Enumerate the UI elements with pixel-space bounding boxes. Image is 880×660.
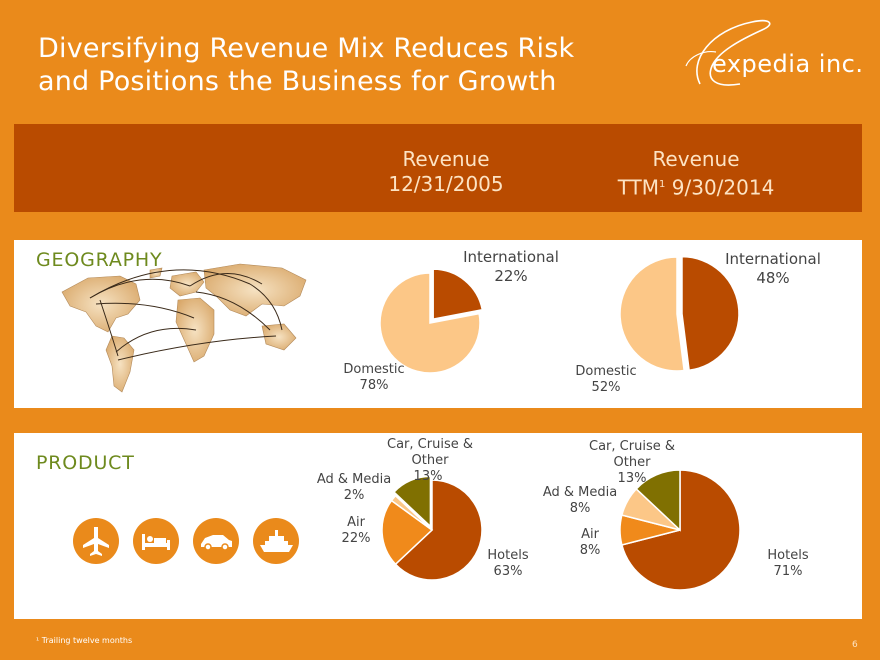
prod2005-air-label: Air 22% (326, 515, 386, 547)
prod2014-air-label: Air 8% (560, 527, 620, 559)
column-header-2005-line2: 12/31/2005 (388, 172, 504, 196)
prod2014-hotels-slice (620, 469, 741, 591)
prod2005-air-pct: 22% (341, 531, 371, 546)
column-header-2005-line1: Revenue (402, 147, 490, 171)
car-glyph (201, 535, 232, 551)
prod2005-car-pct: 13% (413, 469, 443, 484)
title-line-1: Diversifying Revenue Mix Reduces Risk (38, 33, 575, 64)
product-label: PRODUCT (36, 452, 135, 474)
geo2014-domestic-pct: 52% (591, 380, 621, 395)
geo2005-international-name: International (463, 248, 559, 266)
prod2014-car-name-2: Other (613, 455, 651, 470)
geo2014-domestic-label: Domestic 52% (558, 364, 654, 396)
footnote: ¹ Trailing twelve months (36, 636, 133, 645)
cruise-ship-glyph (260, 530, 293, 552)
prod2005-ad-media-slice (390, 494, 433, 531)
prod2014-air-name: Air (581, 527, 599, 542)
prod2014-car-pct: 13% (617, 471, 647, 486)
prod2005-air-name: Air (347, 515, 365, 530)
prod2005-hotels-pct: 63% (493, 564, 523, 579)
prod2005-air-slice (381, 499, 434, 566)
column-header-2014: Revenue TTM1 9/30/2014 (586, 147, 806, 201)
prod2014-car-label: Car, Cruise & Other 13% (576, 439, 688, 487)
prod2014-admedia-pct: 8% (569, 501, 591, 516)
geo2005-domestic-pct: 78% (359, 378, 389, 393)
prod2005-car-name-1: Car, Cruise & (387, 437, 473, 452)
prod2005-hotels-name: Hotels (487, 548, 529, 563)
airplane-icon (73, 518, 119, 564)
geo2014-international-name: International (725, 250, 821, 268)
airplane-glyph (83, 527, 109, 556)
geo2014-international-pct: 48% (756, 269, 790, 287)
column-header-2014-line2: TTM1 9/30/2014 (586, 172, 806, 201)
prod2005-car-label: Car, Cruise & Other 13% (374, 437, 486, 485)
geo2014-domestic-slice (619, 256, 685, 372)
prod2005-admedia-name: Ad & Media (316, 472, 392, 487)
geo2005-domestic-name: Domestic (343, 362, 405, 377)
geo2005-international-pct: 22% (494, 267, 528, 285)
geo2005-international-label: International 22% (446, 248, 576, 286)
geo2005-international-slice (432, 268, 484, 321)
prod2014-hotels-pct: 71% (773, 564, 803, 579)
prod2005-hotels-label: Hotels 63% (478, 548, 538, 580)
prod2005-admedia-pct: 2% (343, 488, 365, 503)
slide-title: Diversifying Revenue Mix Reduces Risk an… (38, 32, 574, 98)
geo2014-international-label: International 48% (708, 250, 838, 288)
title-line-2: and Positions the Business for Growth (38, 66, 557, 97)
logo-text: expedia inc. (712, 50, 864, 78)
ttm-date: 9/30/2014 (665, 175, 775, 200)
cruise-ship-icon (253, 518, 299, 564)
bed-icon (133, 518, 179, 564)
ttm-superscript: 1 (659, 179, 666, 190)
prod2014-air-pct: 8% (579, 543, 601, 558)
prod2014-hotels-name: Hotels (767, 548, 809, 563)
ttm-prefix: TTM (617, 175, 660, 200)
geo2014-domestic-name: Domestic (575, 364, 637, 379)
prod2005-admedia-label: Ad & Media 2% (304, 472, 404, 504)
prod2005-car-name-2: Other (411, 453, 449, 468)
car-icon (193, 518, 239, 564)
geography-label: GEOGRAPHY (36, 249, 163, 271)
prod2005-car-cruise-other-slice (392, 475, 432, 529)
geo2014-international-slice (681, 255, 740, 372)
column-header-2005: Revenue 12/31/2005 (346, 147, 546, 197)
prod2014-admedia-name: Ad & Media (542, 485, 618, 500)
prod2014-car-cruise-other-slice (635, 469, 681, 532)
bed-glyph (142, 534, 170, 550)
page-number: 6 (852, 640, 858, 650)
prod2005-hotels-slice (394, 479, 483, 581)
header-band (14, 124, 862, 212)
prod2014-car-name-1: Car, Cruise & (589, 439, 675, 454)
prod2014-hotels-label: Hotels 71% (758, 548, 818, 580)
geo2005-domestic-label: Domestic 78% (326, 362, 422, 394)
geo2005-domestic-slice (379, 272, 481, 374)
prod2014-admedia-label: Ad & Media 8% (530, 485, 630, 517)
column-header-2014-line1: Revenue (652, 147, 740, 171)
